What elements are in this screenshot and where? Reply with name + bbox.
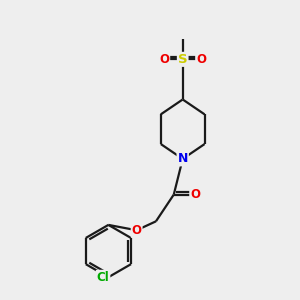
Text: O: O	[190, 188, 200, 201]
Text: O: O	[132, 224, 142, 237]
Text: Cl: Cl	[97, 271, 110, 284]
Text: O: O	[159, 53, 169, 66]
Text: S: S	[178, 53, 188, 66]
Text: O: O	[196, 53, 206, 66]
Text: N: N	[178, 152, 188, 165]
